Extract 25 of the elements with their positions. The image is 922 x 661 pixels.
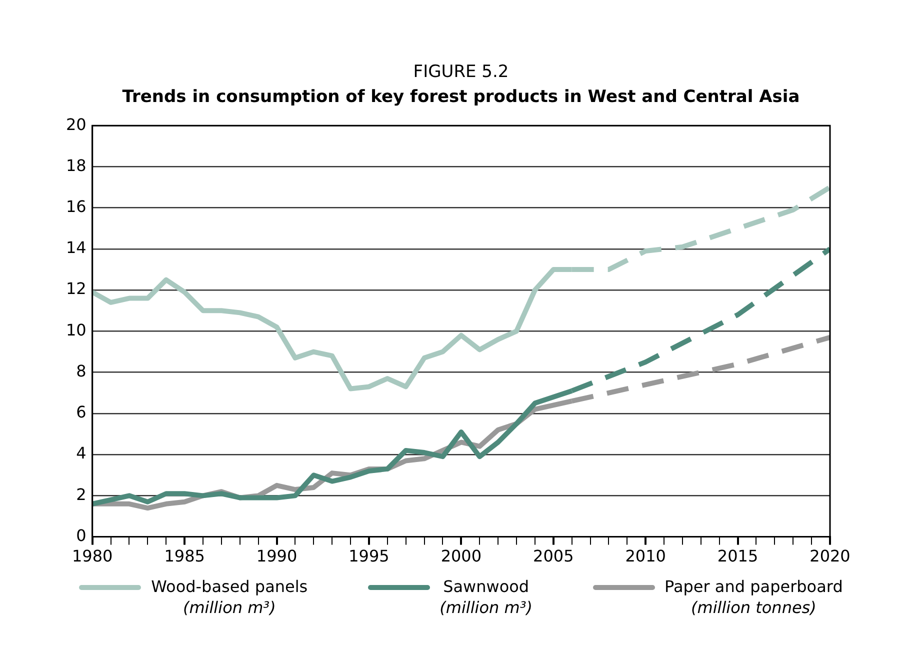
y-tick-label: 12	[66, 279, 86, 298]
y-tick-label: 14	[66, 238, 86, 258]
x-tick-label: 1995	[348, 546, 390, 566]
y-tick-label: 10	[66, 320, 86, 340]
y-tick-label: 0	[76, 526, 86, 545]
x-tick-label: 2010	[625, 546, 666, 566]
y-tick-label: 4	[76, 444, 86, 463]
x-tick-label: 1990	[256, 546, 298, 566]
y-tick-label: 2	[76, 484, 86, 504]
legend-label: Paper and paperboard (million tonnes)	[664, 576, 843, 618]
y-tick-label: 16	[66, 196, 86, 216]
y-tick-label: 18	[66, 156, 86, 175]
y-tick-label: 6	[76, 402, 86, 422]
x-tick-label: 1980	[72, 546, 113, 566]
chart-subtitle: Trends in consumption of key forest products in West and Central Asia	[121, 86, 801, 109]
legend-label: Wood-based panels (million m³)	[151, 576, 308, 618]
x-tick-label: 2005	[533, 546, 574, 566]
x-tick-label: 2020	[810, 546, 850, 566]
y-tick-label: 8	[76, 361, 86, 380]
x-tick-label: 2000	[440, 546, 482, 566]
x-tick-label: 2015	[717, 546, 758, 566]
y-tick-label: 20	[66, 114, 86, 134]
x-tick-label: 1985	[164, 546, 205, 566]
chart-title: FIGURE 5.2	[412, 61, 510, 84]
legend-label: Sawnwood (million m³)	[440, 576, 533, 618]
